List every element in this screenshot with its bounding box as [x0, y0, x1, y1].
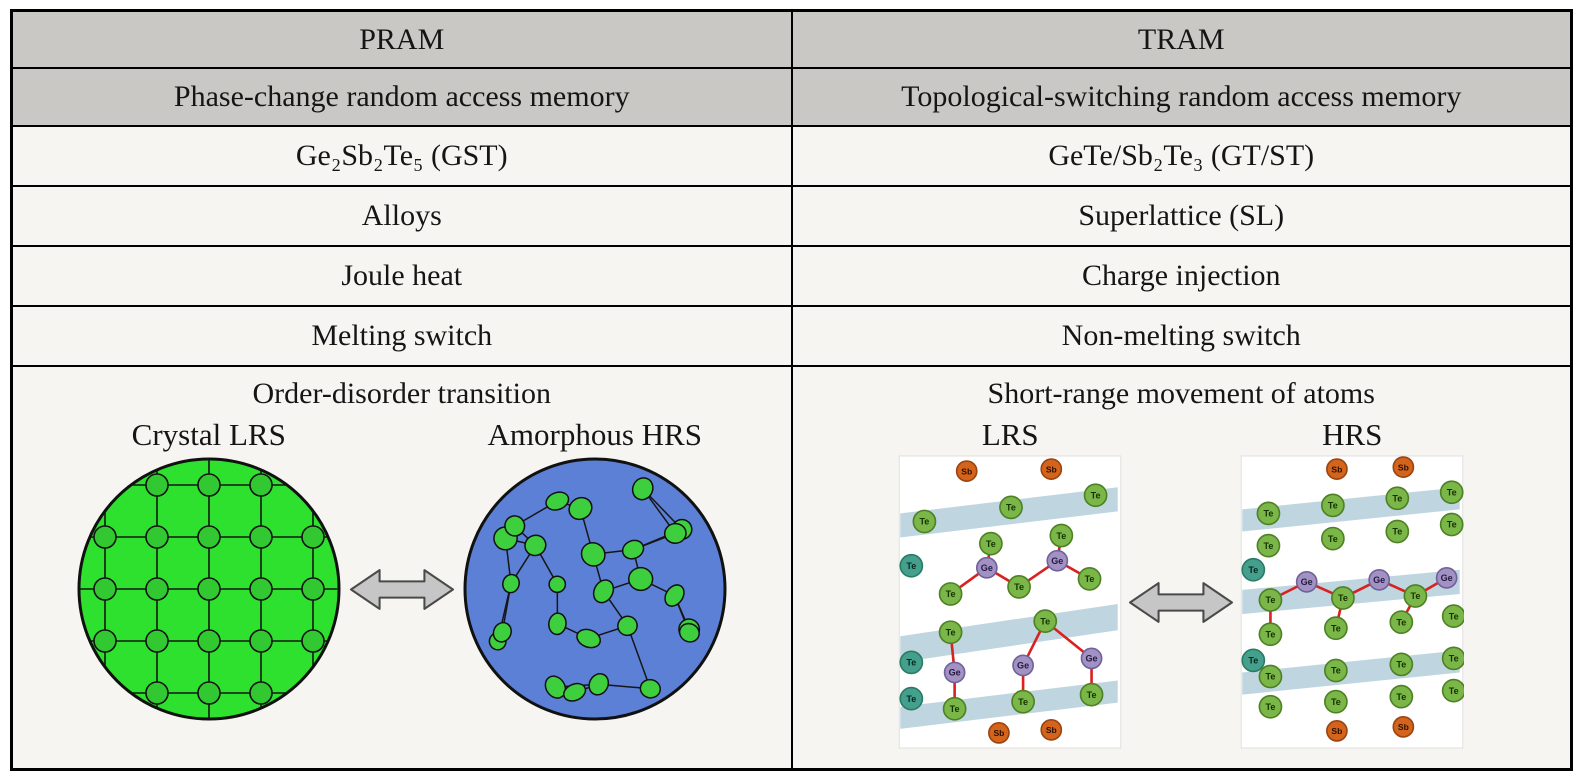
- svg-text:Te: Te: [1266, 672, 1276, 682]
- svg-text:Sb: Sb: [1046, 725, 1057, 735]
- svg-text:Te: Te: [920, 517, 930, 527]
- double-arrow-icon: [1129, 582, 1234, 623]
- svg-text:Ge: Ge: [1086, 654, 1098, 664]
- table-row-switch: Melting switch Non-melting switch: [13, 307, 1570, 367]
- tram-material: GeTe/Sb₂Te₃ (GT/ST): [1048, 139, 1315, 172]
- svg-text:Te: Te: [1264, 509, 1274, 519]
- tram-diagram-row: LRS Sb Sb Te Te Te Te Te Ge Ge Te Te Te Te Te Te Te Ge Ge…: [898, 417, 1465, 749]
- table-header-row: PRAM TRAM: [13, 12, 1570, 69]
- pram-fullname: Phase-change random access memory: [13, 69, 793, 125]
- svg-text:Te: Te: [1091, 490, 1101, 500]
- svg-text:Te: Te: [1449, 686, 1459, 696]
- svg-text:Te: Te: [1266, 629, 1276, 639]
- svg-text:Sb: Sb: [994, 728, 1005, 738]
- svg-text:Te: Te: [1397, 617, 1407, 627]
- svg-text:Te: Te: [1449, 611, 1459, 621]
- tram-structure: Superlattice (SL): [1078, 199, 1285, 232]
- comparison-table: PRAM TRAM Phase-change random access mem…: [10, 9, 1573, 771]
- table-row-fullname: Phase-change random access memory Topolo…: [13, 69, 1570, 127]
- pram-header: PRAM: [13, 12, 793, 67]
- pram-structure: Alloys: [13, 187, 793, 245]
- pram-mechanism: Joule heat: [13, 247, 793, 305]
- svg-text:Te: Te: [1014, 582, 1024, 592]
- tram-switch: Non-melting switch: [1061, 319, 1301, 352]
- tram-mechanism: Charge injection: [1081, 259, 1281, 292]
- amorphous-network-diagram: [463, 457, 727, 721]
- svg-text:Te: Te: [907, 658, 917, 668]
- svg-text:Te: Te: [1449, 654, 1459, 664]
- svg-text:Sb: Sb: [1398, 462, 1409, 472]
- svg-text:Ge: Ge: [949, 668, 961, 678]
- svg-text:Ge: Ge: [1052, 556, 1064, 566]
- svg-text:Te: Te: [946, 589, 956, 599]
- double-arrow-icon: [349, 569, 454, 610]
- table-row-diagrams: Order-disorder transition Crystal LRS Am…: [13, 367, 1570, 768]
- table-row-mechanism: Joule heat Charge injection: [13, 247, 1570, 307]
- svg-text:Sb: Sb: [1046, 464, 1057, 474]
- amorphous-hrs-label: Amorphous HRS: [487, 417, 702, 452]
- svg-text:Te: Te: [1393, 527, 1403, 537]
- pram-diagram-cell: Order-disorder transition Crystal LRS Am…: [13, 367, 793, 768]
- svg-text:Te: Te: [1331, 623, 1341, 633]
- svg-text:Ge: Ge: [1441, 573, 1453, 583]
- tram-lrs-structure-diagram: Sb Sb Te Te Te Te Te Ge Ge Te Te Te Te Te Te Te Ge Ge Ge Te…: [898, 455, 1122, 749]
- svg-text:Te: Te: [1447, 487, 1457, 497]
- tram-diagram-cell: Short-range movement of atoms LRS Sb Sb Te…: [793, 367, 1571, 768]
- svg-text:Sb: Sb: [1398, 722, 1409, 732]
- hrs-label: HRS: [1322, 417, 1383, 452]
- svg-text:Te: Te: [1018, 697, 1028, 707]
- svg-text:Ge: Ge: [1301, 577, 1313, 587]
- svg-text:Te: Te: [1249, 656, 1259, 666]
- svg-text:Ge: Ge: [1373, 575, 1385, 585]
- svg-text:Te: Te: [1266, 702, 1276, 712]
- pram-material: Ge₂Sb₂Te₅ (GST): [13, 127, 793, 185]
- crystal-column: Crystal LRS: [75, 417, 343, 723]
- svg-text:Ge: Ge: [1017, 661, 1029, 671]
- svg-text:Te: Te: [1328, 501, 1338, 511]
- crystal-lattice-diagram: [77, 457, 341, 721]
- svg-text:Te: Te: [1057, 531, 1067, 541]
- tram-header: TRAM: [1137, 22, 1225, 56]
- svg-text:Te: Te: [1447, 520, 1457, 530]
- svg-text:Te: Te: [1411, 591, 1421, 601]
- tram-diagram-title: Short-range movement of atoms: [987, 377, 1375, 410]
- amorphous-column: Amorphous HRS: [461, 417, 729, 723]
- svg-text:Sb: Sb: [1332, 464, 1343, 474]
- pram-diagram-title: Order-disorder transition: [252, 377, 551, 410]
- svg-text:Te: Te: [1331, 666, 1341, 676]
- svg-text:Te: Te: [986, 539, 996, 549]
- svg-text:Ge: Ge: [981, 563, 993, 573]
- tram-hrs-structure-diagram: Sb Sb Te Te Te Te Te Te Te Te Te Te Ge Te Ge Te Ge Te Te Te…: [1240, 455, 1465, 749]
- svg-text:Te: Te: [950, 704, 960, 714]
- table-row-material: Ge₂Sb₂Te₅ (GST) GeTe/Sb₂Te₃ (GT/ST): [13, 127, 1570, 187]
- svg-text:Te: Te: [1328, 534, 1338, 544]
- svg-text:Te: Te: [1397, 692, 1407, 702]
- pram-switch: Melting switch: [13, 307, 793, 365]
- svg-text:Te: Te: [1087, 690, 1097, 700]
- svg-text:Sb: Sb: [1332, 726, 1343, 736]
- tram-hrs-column: HRS Sb Sb Te Te Te Te Te Te Te Te Te Te Ge Te Ge Te Ge Te…: [1240, 417, 1465, 749]
- svg-text:Te: Te: [1331, 697, 1341, 707]
- svg-text:Te: Te: [1338, 593, 1348, 603]
- svg-text:Sb: Sb: [961, 466, 972, 476]
- svg-text:Te: Te: [907, 561, 917, 571]
- svg-text:Te: Te: [1249, 565, 1259, 575]
- table-row-structure: Alloys Superlattice (SL): [13, 187, 1570, 247]
- svg-text:Te: Te: [1041, 616, 1051, 626]
- svg-text:Te: Te: [1266, 595, 1276, 605]
- svg-text:Te: Te: [1006, 503, 1016, 513]
- tram-lrs-column: LRS Sb Sb Te Te Te Te Te Ge Ge Te Te Te Te Te Te Te Ge Ge…: [898, 417, 1122, 749]
- tram-fullname: Topological-switching random access memo…: [901, 80, 1462, 113]
- svg-text:Te: Te: [1397, 660, 1407, 670]
- svg-text:Te: Te: [1264, 541, 1274, 551]
- svg-text:Te: Te: [1085, 574, 1095, 584]
- svg-text:Te: Te: [907, 694, 917, 704]
- svg-text:Te: Te: [1393, 494, 1403, 504]
- pram-diagram-row: Crystal LRS Amorphous HRS: [75, 417, 729, 723]
- svg-text:Te: Te: [946, 627, 956, 637]
- lrs-label: LRS: [981, 417, 1039, 452]
- crystal-lrs-label: Crystal LRS: [131, 417, 286, 452]
